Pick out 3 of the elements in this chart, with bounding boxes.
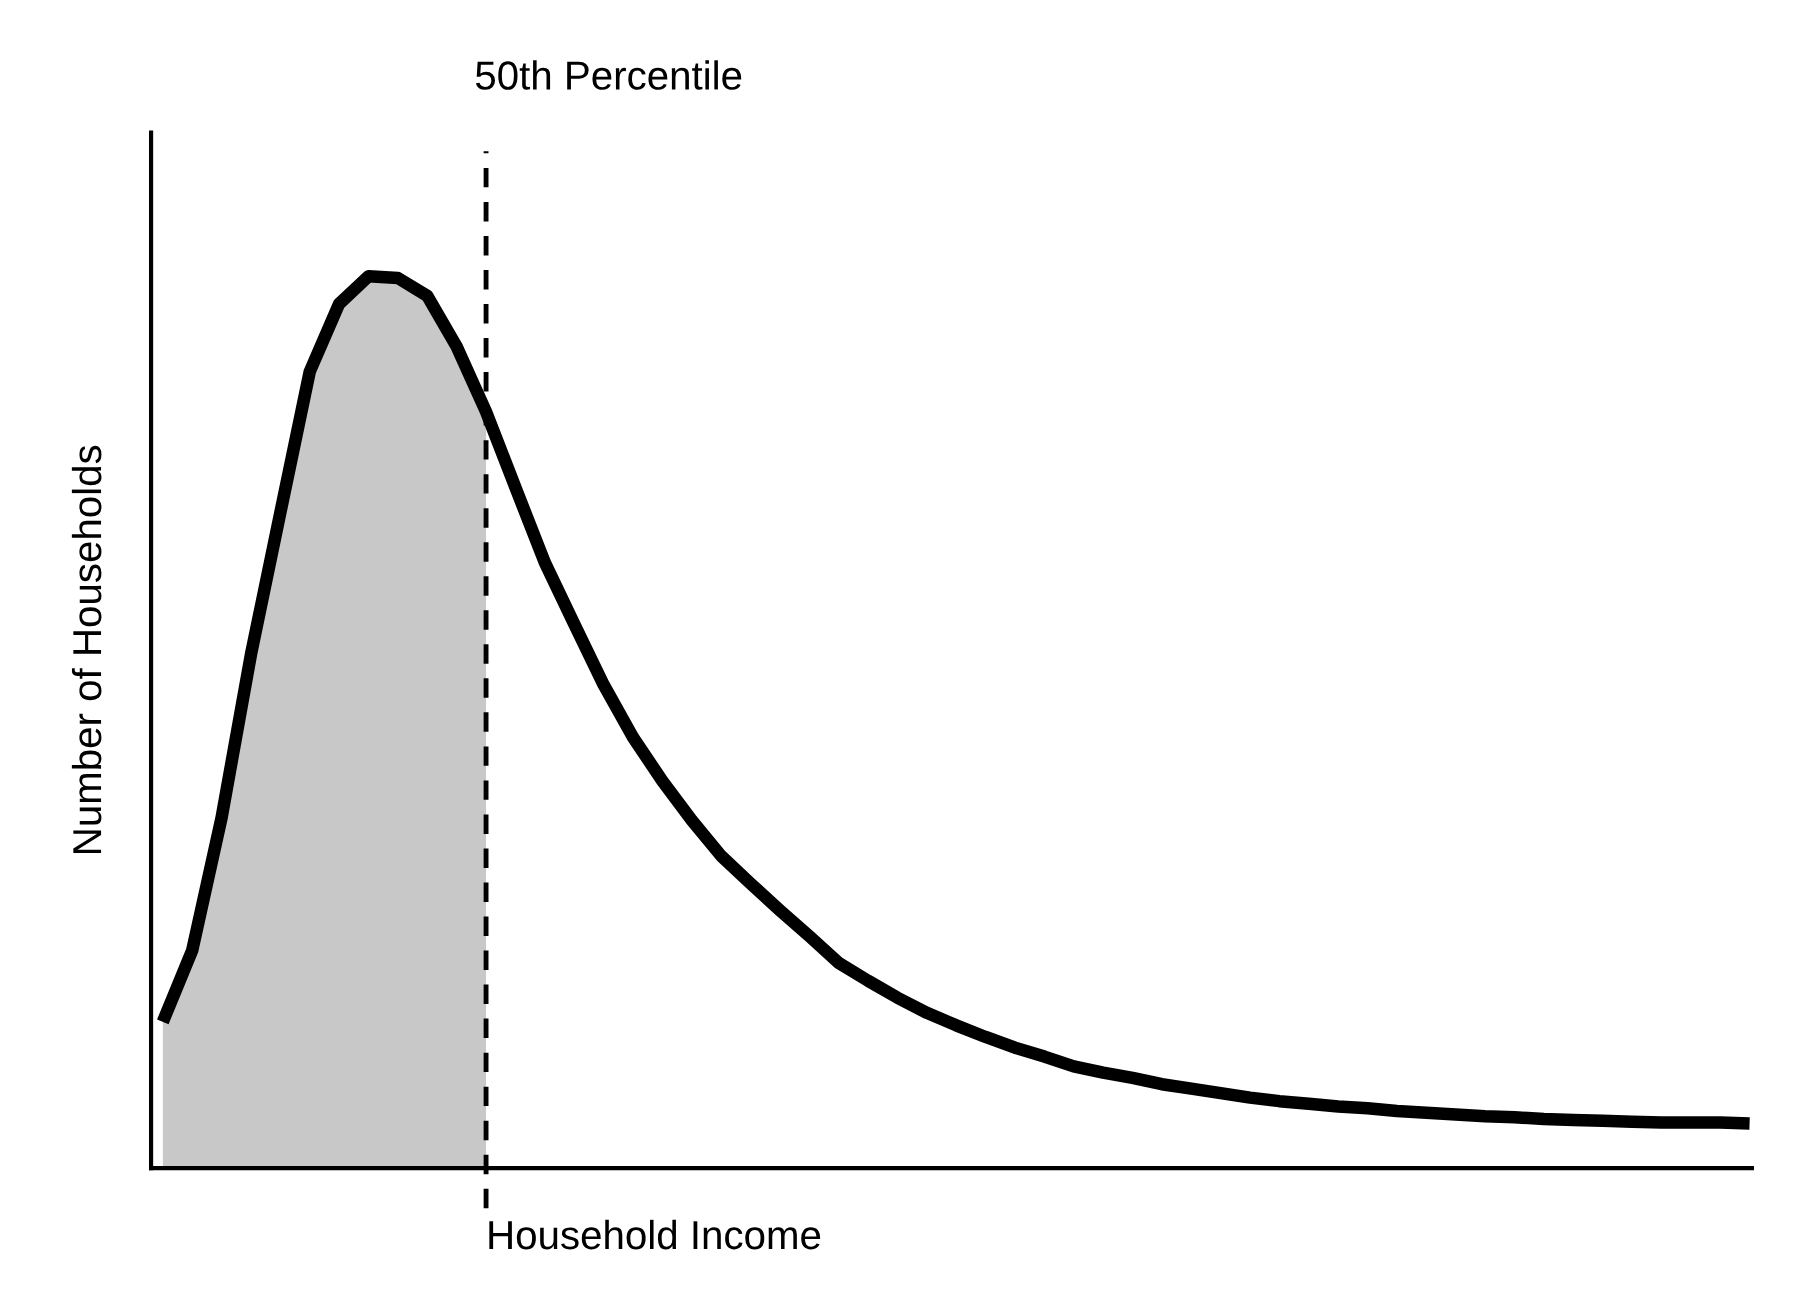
x-axis-title: Household Income — [489, 1219, 821, 1250]
y-axis-title: Number of Households — [71, 445, 102, 853]
text: 50th Percentile — [475, 60, 742, 90]
